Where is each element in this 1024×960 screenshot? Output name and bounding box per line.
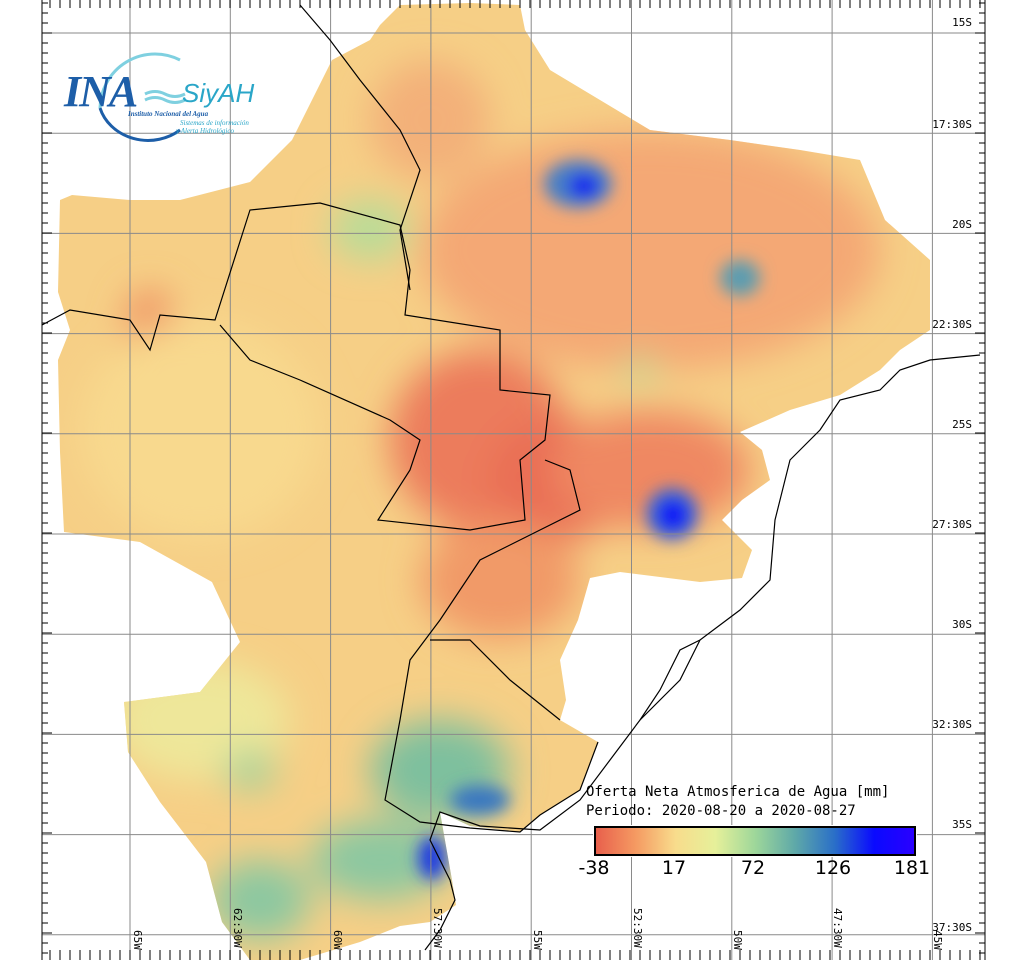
lat-label: 25S (952, 418, 972, 431)
lon-label: 62:30W (231, 908, 244, 948)
colorbar-tick: -38 (578, 857, 610, 879)
lon-label: 47:30W (831, 908, 844, 948)
lon-label: 57:30W (431, 908, 444, 948)
lat-label: 37:30S (932, 921, 972, 934)
logo-system: SiyAH (182, 78, 255, 108)
lat-label: 30S (952, 618, 972, 631)
lat-lon-grid (42, 0, 985, 960)
ina-siyah-logo: INA SiyAH Instituto Nacional del Agua Si… (60, 48, 270, 143)
colorbar (593, 825, 917, 857)
axis-ticks (41, 0, 986, 960)
lat-label: 32:30S (932, 718, 972, 731)
colorbar-tick: 181 (893, 857, 931, 879)
lat-label: 35S (952, 818, 972, 831)
colorbar-tick: 17 (661, 857, 687, 879)
lon-label: 65W (131, 930, 144, 950)
logo-subtitle-2: y Alerta Hidrológico (176, 127, 234, 135)
logo-institution: Instituto Nacional del Agua (128, 110, 209, 118)
lon-label: 55W (531, 930, 544, 950)
lat-label: 17:30S (932, 118, 972, 131)
lon-label: 45W (931, 930, 944, 950)
lat-label: 22:30S (932, 318, 972, 331)
lon-label: 60W (331, 930, 344, 950)
lon-label: 52:30W (631, 908, 644, 948)
colorbar-tick: 72 (740, 857, 766, 879)
lat-label: 15S (952, 16, 972, 29)
colorbar-tick: 126 (814, 857, 852, 879)
color-legend: Oferta Neta Atmosferica de Agua [mm] Per… (578, 783, 930, 879)
lat-label: 27:30S (932, 518, 972, 531)
logo-arc-icon (98, 52, 186, 142)
lat-label: 20S (952, 218, 972, 231)
logo-subtitle-1: Sistemas de información (180, 119, 249, 127)
legend-title: Oferta Neta Atmosferica de Agua [mm] (586, 784, 890, 800)
lon-label: 50W (731, 930, 744, 950)
political-borders (41, 4, 981, 951)
logo-acronym: INA (64, 67, 138, 116)
legend-period: Periodo: 2020-08-20 a 2020-08-27 (586, 803, 856, 819)
